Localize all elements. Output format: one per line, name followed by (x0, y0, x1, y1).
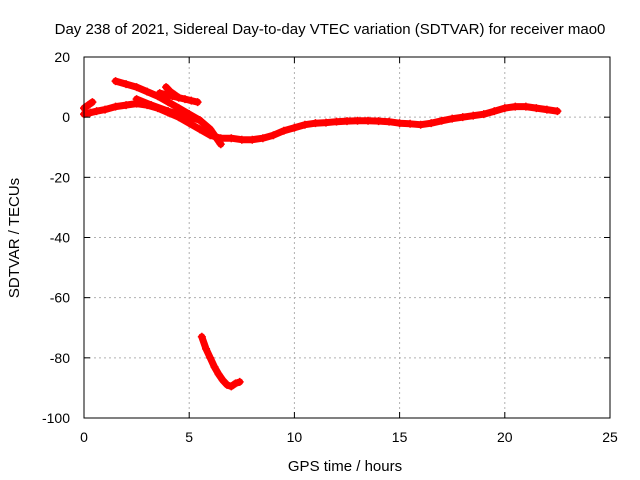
data-point (248, 135, 257, 144)
series-6 (132, 95, 204, 125)
chart-title: Day 238 of 2021, Sidereal Day-to-day VTE… (55, 21, 606, 38)
data-point (218, 376, 227, 385)
grid-layer (84, 57, 610, 418)
data-point (227, 382, 236, 391)
y-tick-label: 0 (62, 109, 70, 125)
data-point (180, 95, 189, 104)
data-point (164, 107, 173, 116)
data-point (122, 101, 131, 110)
x-axis-label: GPS time / hours (288, 458, 402, 475)
data-point (227, 134, 236, 143)
data-point (101, 105, 110, 114)
data-point (174, 93, 183, 102)
y-tick-label: 20 (54, 49, 70, 65)
data-point (395, 119, 404, 128)
series-7 (197, 332, 244, 391)
data-point (279, 126, 288, 135)
data-point (216, 140, 225, 149)
data-point (210, 362, 219, 371)
data-point (511, 102, 520, 111)
data-point (458, 113, 467, 122)
data-point (92, 107, 101, 116)
y-tick-label: -80 (50, 350, 70, 366)
data-point (202, 344, 211, 353)
data-point (469, 111, 478, 120)
y-axis-label: SDTVAR / TECUs (6, 178, 23, 298)
data-point (364, 116, 373, 125)
data-point (132, 95, 141, 104)
data-point (437, 116, 446, 125)
y-tick-label: -20 (50, 169, 70, 185)
data-point (162, 83, 171, 92)
data-point (532, 104, 541, 113)
data-point (206, 353, 215, 362)
data-point (542, 105, 551, 114)
data-point (332, 117, 341, 126)
x-tick-label: 0 (80, 429, 88, 445)
series-line (162, 83, 183, 102)
data-point (164, 98, 173, 107)
data-point (197, 332, 206, 341)
y-tick-label: -100 (42, 410, 70, 426)
data-point (448, 114, 457, 123)
data-point (553, 107, 562, 116)
y-tick-label: -40 (50, 230, 70, 246)
data-point (500, 104, 509, 113)
x-tick-label: 25 (602, 429, 618, 445)
data-point (258, 134, 267, 143)
data-point (231, 379, 240, 388)
data-point (300, 120, 309, 129)
x-tick-label: 10 (287, 429, 303, 445)
y-tick-label: -60 (50, 290, 70, 306)
data-point (187, 96, 196, 105)
data-point (193, 98, 202, 107)
data-point (84, 101, 93, 110)
data-point (427, 119, 436, 128)
tick-layer: 0 5 10 15 20 25 -100 -80 -60 -40 -20 0 20 (42, 49, 618, 445)
x-tick-label: 5 (185, 429, 193, 445)
data-point (235, 377, 244, 386)
data-point (290, 123, 299, 132)
data-point (88, 98, 97, 107)
data-point (195, 116, 204, 125)
series-layer (80, 77, 562, 391)
data-point (321, 118, 330, 127)
data-point (223, 380, 232, 389)
data-point (214, 370, 223, 379)
data-point (416, 120, 425, 129)
data-point (111, 77, 120, 86)
data-point (166, 87, 175, 96)
data-point (170, 90, 179, 99)
data-point (132, 83, 141, 92)
data-point (343, 117, 351, 126)
x-tick-label: 15 (392, 429, 408, 445)
data-point (374, 117, 383, 126)
data-point (385, 117, 394, 126)
data-point (206, 125, 215, 134)
data-point (143, 87, 152, 96)
data-point (490, 107, 499, 116)
data-point (147, 101, 156, 110)
data-point (180, 111, 189, 120)
data-point (311, 119, 320, 128)
data-point (111, 102, 120, 111)
series-line (198, 333, 244, 390)
data-point (406, 119, 415, 128)
data-point (353, 116, 362, 125)
x-tick-label: 20 (497, 429, 513, 445)
data-point (122, 80, 131, 89)
data-point (195, 125, 204, 134)
data-point (86, 108, 95, 117)
data-point (479, 110, 488, 119)
series-5 (162, 83, 183, 102)
data-point (237, 135, 246, 144)
data-point (155, 89, 164, 98)
data-point (521, 102, 530, 111)
data-point (269, 131, 278, 140)
